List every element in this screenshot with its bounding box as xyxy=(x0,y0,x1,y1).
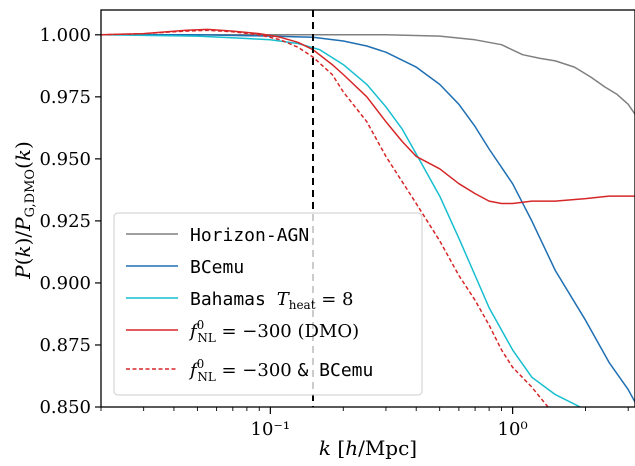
legend-label-fnl-bcemu: f0 NL = −300 & BCemu xyxy=(188,357,373,384)
y-tick-label: 0.925 xyxy=(39,211,91,232)
y-tick-label: 0.850 xyxy=(39,397,91,418)
y-tick-label: 0.950 xyxy=(39,149,91,170)
y-axis-title: P(k)/PG,DMO(k) xyxy=(11,141,38,280)
y-tick-label: 0.900 xyxy=(39,273,91,294)
plot-frame xyxy=(100,9,635,408)
x-axis-title: k [h/Mpc] xyxy=(319,436,417,460)
y-tick-label: 1.000 xyxy=(39,25,91,46)
y-tick-label: 0.875 xyxy=(39,335,91,356)
series-line-2 xyxy=(101,34,581,407)
x-tick-label: 10⁻¹ xyxy=(251,419,291,440)
series-line-4 xyxy=(101,29,549,407)
y-tick-label: 0.975 xyxy=(39,87,91,108)
legend: Horizon-AGN BCemu Bahamas Theat = 8 f0 NL… xyxy=(113,212,423,396)
legend-label-bahamas: Bahamas Theat = 8 xyxy=(190,289,354,312)
series-line-0 xyxy=(101,34,635,115)
legend-label-bcemu: BCemu xyxy=(190,257,244,278)
series-line-3 xyxy=(101,28,635,205)
axis-layer: 0.850 0.875 0.900 0.925 0.950 0.975 1.000 10⁻¹ 1… xyxy=(39,25,629,440)
x-tick-label: 10⁰ xyxy=(498,419,528,440)
legend-box xyxy=(113,212,423,396)
legend-label-fnl-dmo: f0 NL = −300 (DMO) xyxy=(188,318,359,345)
legend-label-horizon-agn: Horizon-AGN xyxy=(190,225,309,246)
